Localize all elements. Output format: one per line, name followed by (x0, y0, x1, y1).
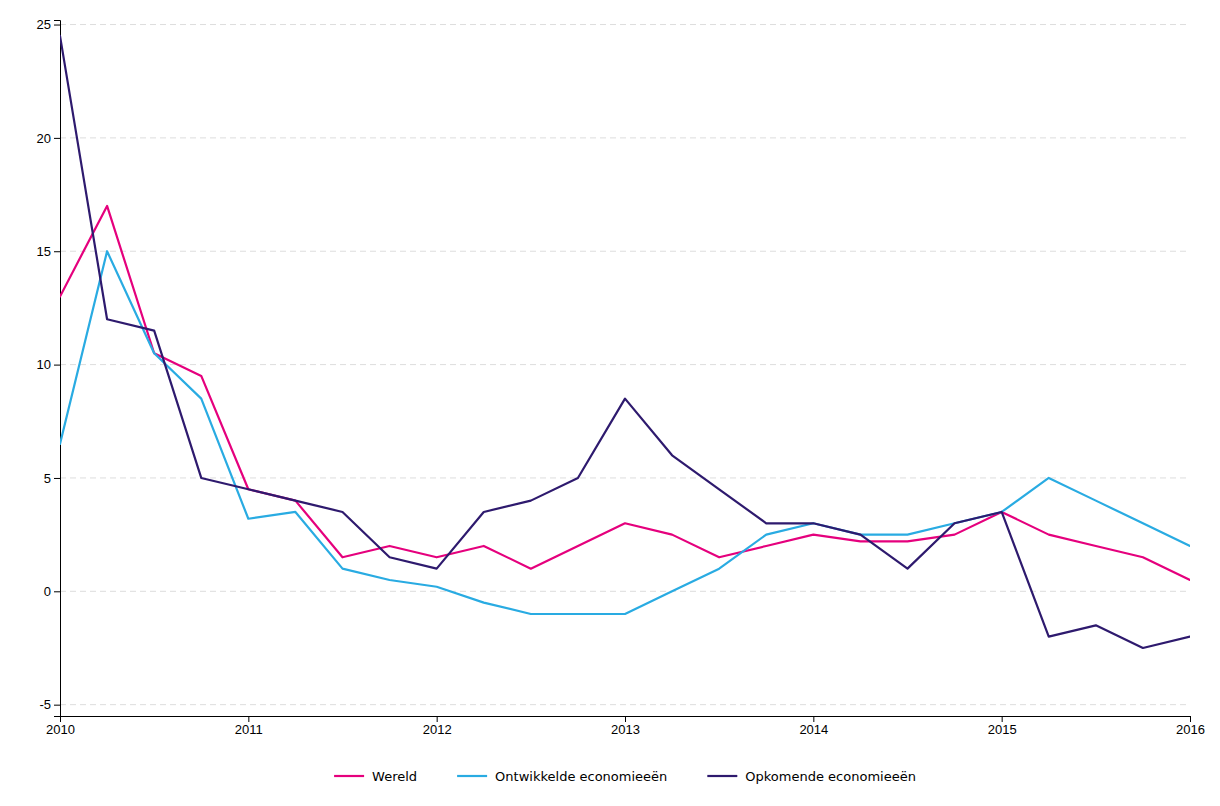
grid-line (60, 251, 1190, 252)
y-tick: 25 (37, 17, 60, 32)
y-tick-mark (54, 591, 60, 592)
x-tick-mark (437, 716, 438, 722)
x-tick-mark (625, 716, 626, 722)
legend-label: Wereld (372, 769, 417, 784)
legend-swatch (457, 775, 487, 777)
x-tick-label: 2010 (46, 722, 75, 737)
y-tick-mark (54, 251, 60, 252)
x-tick: 2012 (423, 716, 452, 737)
y-tick-label: -5 (39, 697, 51, 712)
x-tick-label: 2012 (423, 722, 452, 737)
legend-item: Ontwikkelde economieeën (457, 769, 667, 784)
x-tick-label: 2016 (1176, 722, 1205, 737)
legend-swatch (334, 775, 364, 777)
y-tick: 20 (37, 131, 60, 146)
y-tick-label: 10 (37, 357, 51, 372)
x-tick: 2016 (1176, 716, 1205, 737)
grid-line (60, 477, 1190, 478)
x-tick-label: 2013 (611, 722, 640, 737)
y-tick-label: 5 (44, 471, 51, 486)
legend-label: Opkomende economieeën (745, 769, 916, 784)
plot: -5 0 5 10 15 20 25 2010 2011 2012 2013 2014 2015 2016 (37, 17, 1205, 737)
y-tick: -5 (39, 697, 60, 712)
y-tick-label: 0 (44, 584, 51, 599)
grid-line (60, 364, 1190, 365)
x-tick: 2015 (988, 716, 1017, 737)
grid-line (60, 137, 1190, 138)
x-tick-mark (60, 716, 61, 722)
x-tick: 2014 (799, 716, 828, 737)
y-tick-label: 25 (37, 17, 51, 32)
x-tick-mark (1190, 716, 1191, 722)
x-tick: 2013 (611, 716, 640, 737)
lines (60, 36, 1190, 648)
legend-item: Wereld (334, 769, 417, 784)
x-tick-label: 2015 (988, 722, 1017, 737)
legend-item: Opkomende economieeën (707, 769, 916, 784)
grid-line (60, 591, 1190, 592)
legend-swatch (707, 775, 737, 777)
grid-line (60, 24, 1190, 25)
x-tick-mark (248, 716, 249, 722)
grid (60, 25, 1190, 705)
x-tick-mark (1002, 716, 1003, 722)
x-tick-label: 2011 (235, 722, 263, 737)
y-axis: -5 0 5 10 15 20 25 (37, 17, 61, 716)
x-tick: 2011 (235, 716, 263, 737)
series-line (60, 36, 1190, 648)
y-tick: 10 (37, 357, 60, 372)
y-tick-label: 20 (37, 131, 51, 146)
series-line (60, 206, 1190, 580)
chart: -5 0 5 10 15 20 25 2010 2011 2012 2013 2014 2015 2016… (0, 0, 1220, 806)
x-tick: 2010 (46, 716, 75, 737)
x-axis-line (61, 717, 1191, 723)
y-tick-label: 15 (37, 244, 51, 259)
x-axis: 2010 2011 2012 2013 2014 2015 2016 (46, 716, 1205, 737)
x-tick-mark (813, 716, 814, 722)
y-tick-mark (54, 478, 60, 479)
legend-label: Ontwikkelde economieeën (495, 769, 667, 784)
y-tick: 5 (44, 471, 60, 486)
y-tick: 0 (44, 584, 60, 599)
y-axis-line (54, 21, 61, 717)
y-tick-mark (54, 705, 60, 706)
grid-line (60, 704, 1190, 705)
y-tick-mark (54, 365, 60, 366)
legend: Wereld Ontwikkelde economieeën Opkomende e… (334, 769, 916, 784)
y-tick: 15 (37, 244, 60, 259)
x-tick-label: 2014 (799, 722, 828, 737)
y-tick-mark (54, 138, 60, 139)
y-tick-mark (54, 25, 60, 26)
